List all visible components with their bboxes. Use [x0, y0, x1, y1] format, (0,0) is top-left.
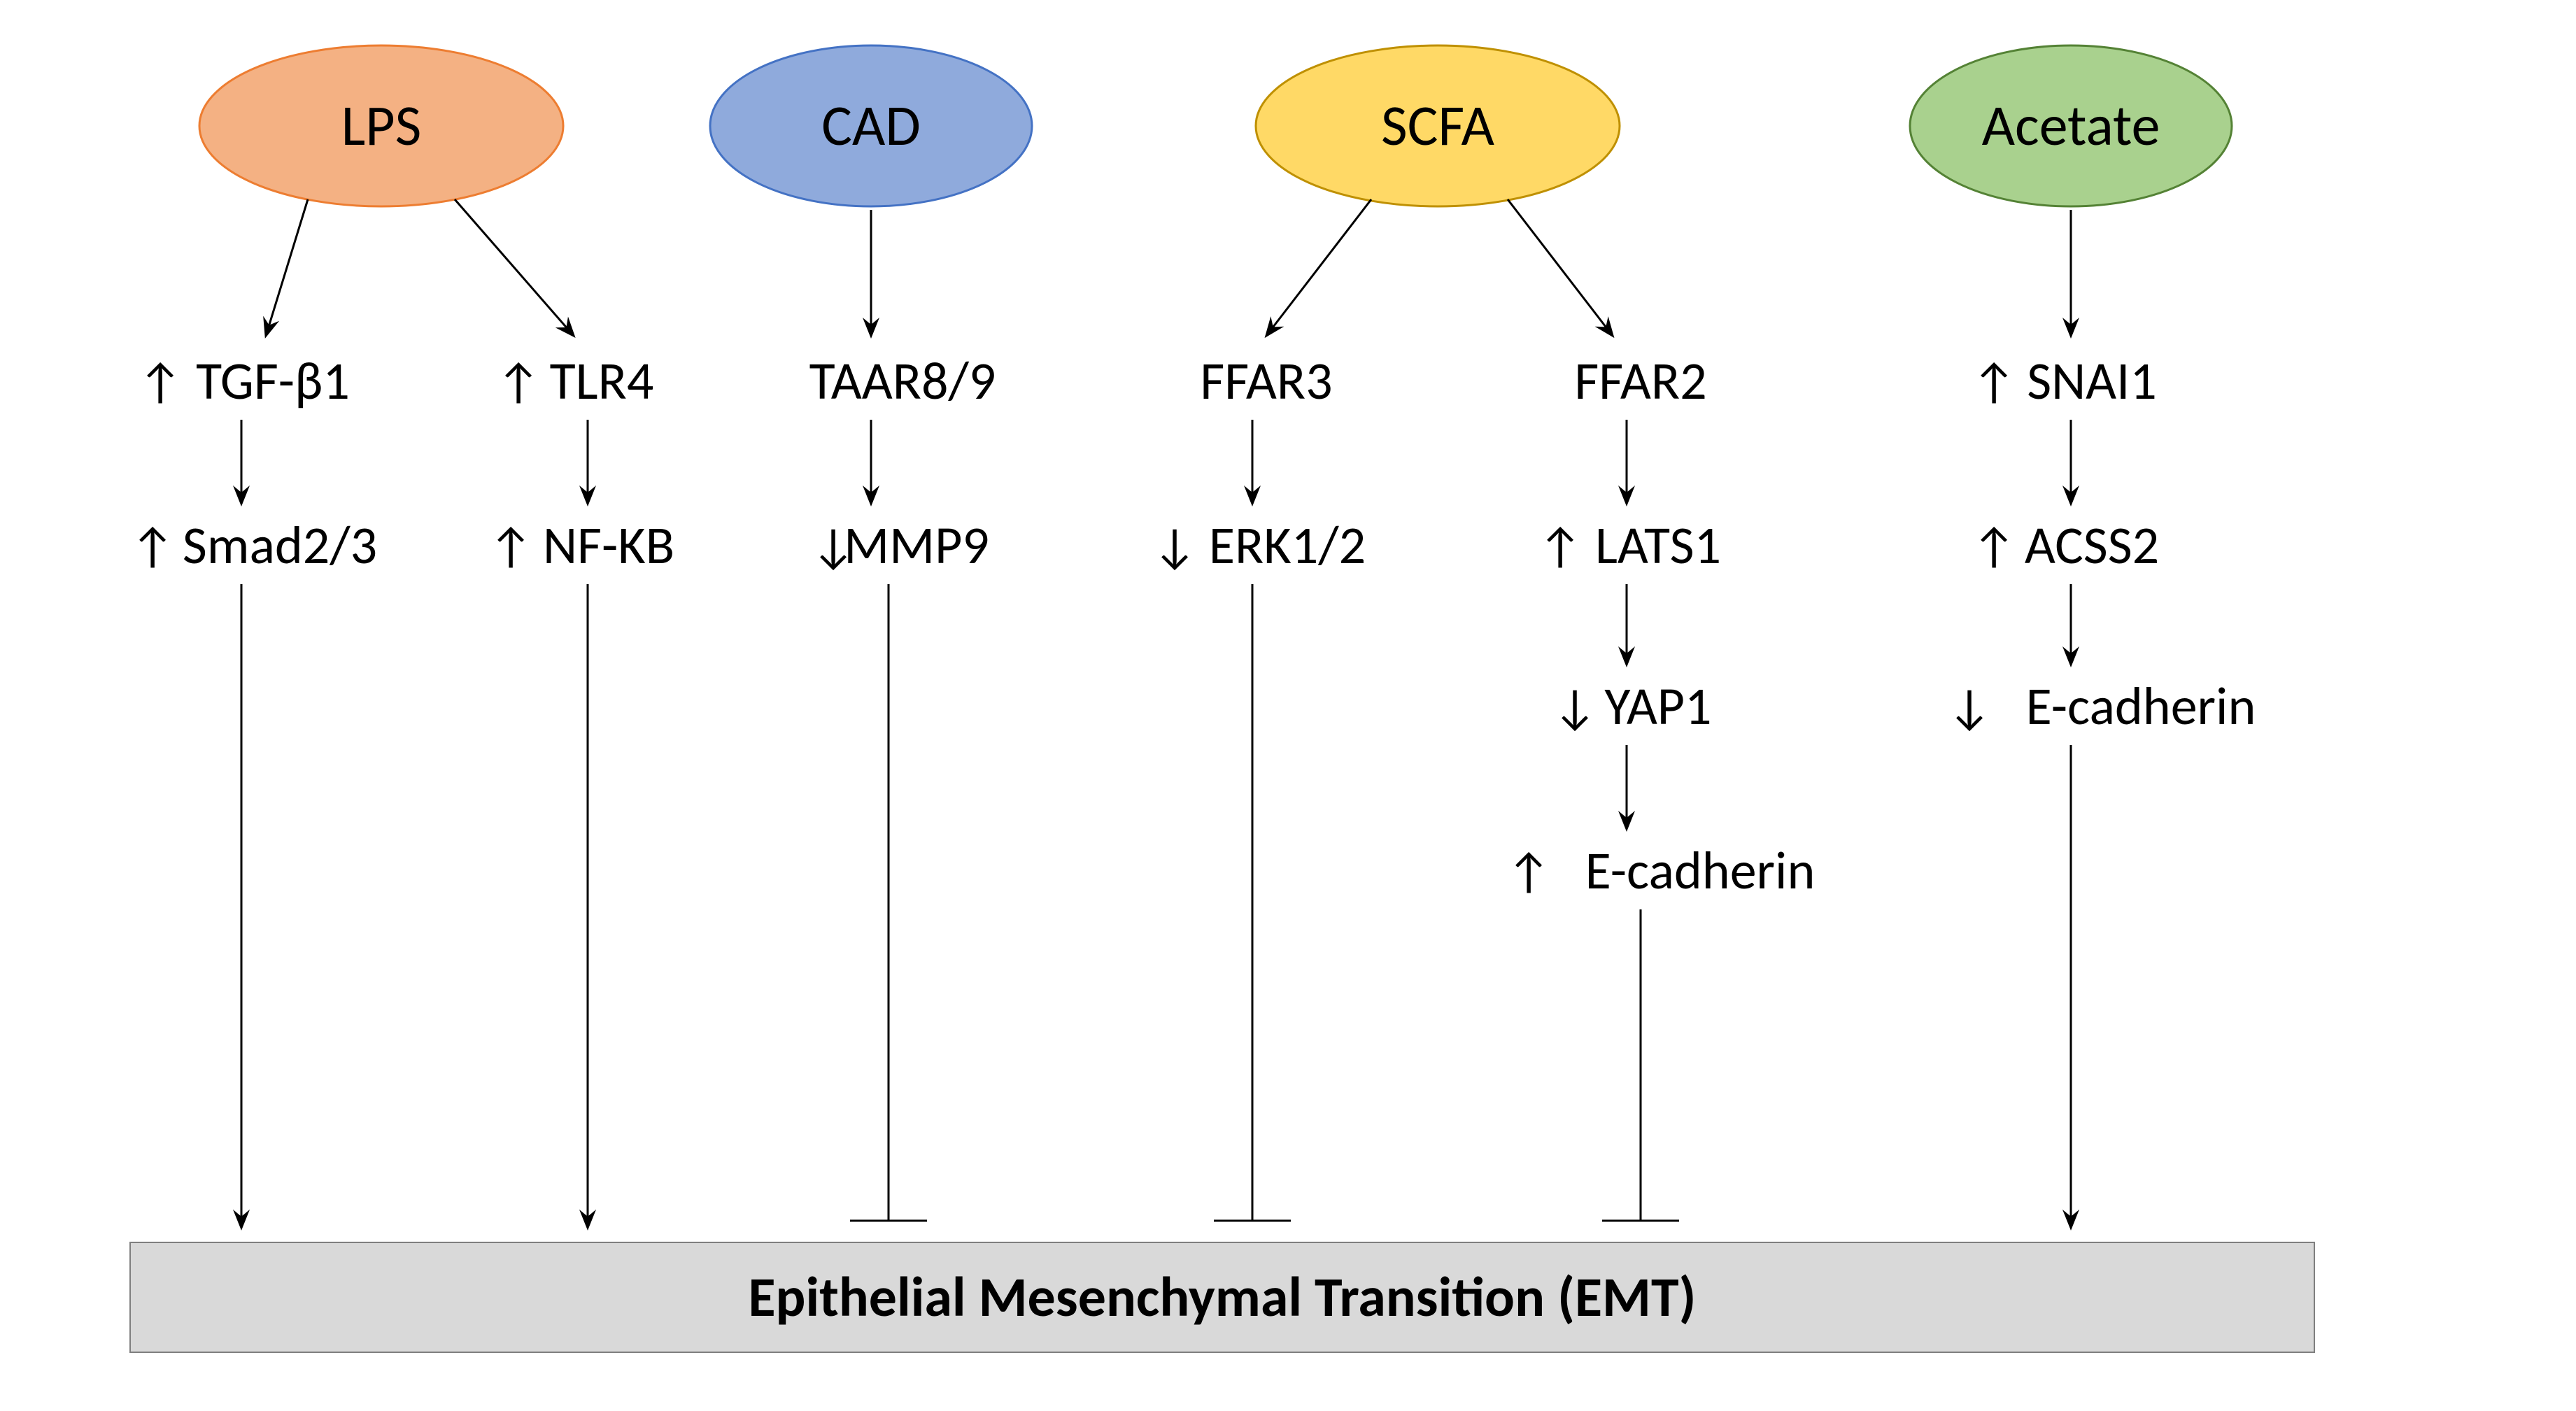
- upregulate-icon-smad23: ↑: [130, 516, 174, 576]
- upregulate-icon-tlr4: ↑: [496, 351, 540, 411]
- node-ffar2: FFAR2: [1574, 349, 1706, 413]
- node-erk12: ERK1/2: [1209, 513, 1366, 578]
- downregulate-icon-mmp9: ↓: [811, 516, 855, 576]
- ellipse-label-cad: CAD: [821, 91, 921, 161]
- node-acss2: ACSS2: [2025, 513, 2159, 578]
- upregulate-icon-tgfb1: ↑: [138, 351, 182, 411]
- upregulate-icon-acss2: ↑: [1972, 516, 2016, 576]
- node-ffar3: FFAR3: [1200, 349, 1332, 413]
- pathway-diagram: LPSCADSCFAAcetateTGF-β1↑Smad2/3↑TLR4↑NF-…: [0, 0, 2576, 1411]
- connector-lps-tgfb1: [266, 199, 308, 336]
- upregulate-icon-nfkb: ↑: [488, 516, 532, 576]
- node-mmp9: MMP9: [844, 513, 989, 578]
- ellipse-label-scfa: SCFA: [1381, 91, 1494, 161]
- ellipse-label-lps: LPS: [341, 91, 422, 161]
- upregulate-icon-ecad-up: ↑: [1506, 841, 1550, 901]
- node-lats1: LATS1: [1595, 513, 1721, 578]
- connector-lps-tlr4: [455, 199, 574, 336]
- connector-scfa-ffar2: [1508, 199, 1613, 336]
- ellipse-label-acetate: Acetate: [1982, 91, 2160, 161]
- downregulate-icon-erk12: ↓: [1152, 516, 1196, 576]
- node-tgfb1: TGF-β1: [196, 349, 350, 413]
- downregulate-icon-ecad-dn: ↓: [1947, 676, 1991, 737]
- node-ecad-up: E-cadherin: [1585, 839, 1816, 903]
- emt-outcome-box: Epithelial Mesenchymal Transition (EMT): [129, 1242, 2315, 1353]
- upregulate-icon-snai1: ↑: [1972, 351, 2016, 411]
- node-snai1: SNAI1: [2027, 349, 2157, 413]
- node-ecad-dn: E-cadherin: [2026, 674, 2256, 739]
- node-yap1: YAP1: [1604, 674, 1711, 739]
- node-tlr4: TLR4: [550, 349, 654, 413]
- node-smad23: Smad2/3: [183, 513, 377, 578]
- upregulate-icon-lats1: ↑: [1538, 516, 1582, 576]
- downregulate-icon-yap1: ↓: [1552, 676, 1597, 737]
- node-nfkb: NF-KB: [543, 513, 674, 578]
- node-taar89: TAAR8/9: [809, 349, 996, 413]
- connector-scfa-ffar3: [1266, 199, 1371, 336]
